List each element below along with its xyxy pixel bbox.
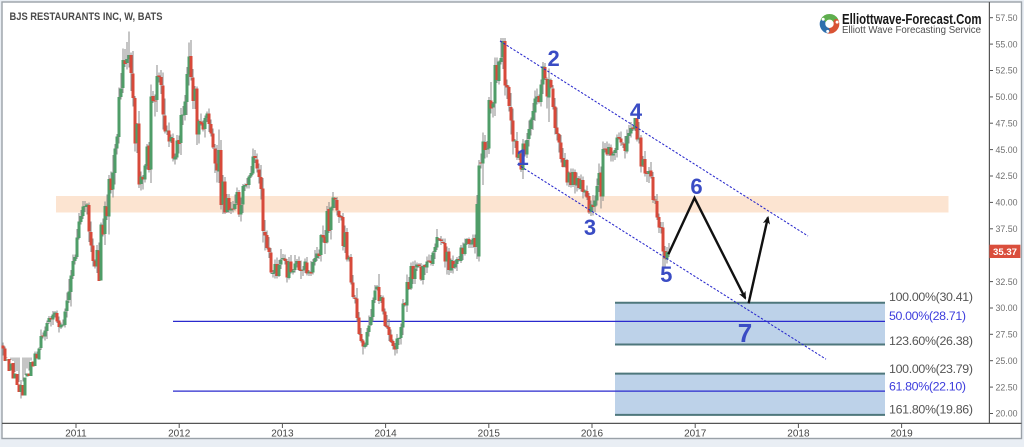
svg-text:27.50: 27.50 <box>996 330 1018 340</box>
svg-text:22.50: 22.50 <box>996 382 1018 392</box>
svg-text:6: 6 <box>690 174 702 199</box>
svg-text:BJS RESTAURANTS INC, W, BATS: BJS RESTAURANTS INC, W, BATS <box>10 11 163 23</box>
svg-text:20.00: 20.00 <box>996 409 1018 419</box>
svg-text:100.00%(23.79): 100.00%(23.79) <box>889 362 973 376</box>
svg-text:55.00: 55.00 <box>996 39 1018 49</box>
svg-text:2015: 2015 <box>478 429 501 440</box>
svg-text:2011: 2011 <box>65 429 87 440</box>
svg-text:45.00: 45.00 <box>996 145 1018 155</box>
svg-text:37.50: 37.50 <box>996 224 1018 234</box>
svg-text:47.50: 47.50 <box>996 119 1018 129</box>
svg-text:42.50: 42.50 <box>996 171 1018 181</box>
svg-text:3: 3 <box>584 215 596 240</box>
svg-text:5: 5 <box>660 262 672 287</box>
svg-text:2: 2 <box>547 46 559 71</box>
svg-text:57.50: 57.50 <box>996 13 1018 23</box>
svg-text:50.00: 50.00 <box>996 92 1018 102</box>
svg-text:25.00: 25.00 <box>996 356 1018 366</box>
svg-text:2019: 2019 <box>890 429 913 440</box>
svg-text:Elliott Wave Forecasting Servi: Elliott Wave Forecasting Service <box>842 25 982 36</box>
svg-text:32.50: 32.50 <box>996 277 1018 287</box>
svg-text:4: 4 <box>630 99 643 124</box>
svg-text:2018: 2018 <box>787 429 810 440</box>
svg-text:123.60%(26.38): 123.60%(26.38) <box>889 334 973 348</box>
svg-text:50.00%(28.71): 50.00%(28.71) <box>889 309 966 323</box>
svg-text:2012: 2012 <box>168 429 191 440</box>
svg-text:7: 7 <box>738 318 752 348</box>
svg-text:40.00: 40.00 <box>996 198 1018 208</box>
svg-text:35.37: 35.37 <box>993 247 1017 258</box>
svg-text:61.80%(22.10): 61.80%(22.10) <box>889 380 966 394</box>
svg-text:Elliottwave-Forecast.Com: Elliottwave-Forecast.Com <box>842 11 982 28</box>
svg-text:30.00: 30.00 <box>996 303 1018 313</box>
svg-text:2013: 2013 <box>271 429 294 440</box>
svg-text:2017: 2017 <box>684 429 707 440</box>
svg-text:2016: 2016 <box>581 429 604 440</box>
svg-text:2014: 2014 <box>374 429 397 440</box>
svg-text:161.80%(19.86): 161.80%(19.86) <box>889 403 973 417</box>
svg-text:52.50: 52.50 <box>996 66 1018 76</box>
svg-text:1: 1 <box>516 145 528 170</box>
svg-text:100.00%(30.41): 100.00%(30.41) <box>889 290 973 304</box>
